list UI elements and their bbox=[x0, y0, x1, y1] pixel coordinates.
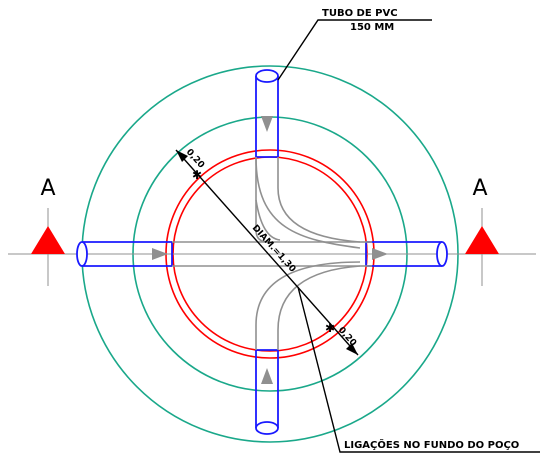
connections-label: LIGAÇÕES NO FUNDO DO POÇO bbox=[344, 438, 519, 451]
flow-arrow-right bbox=[372, 248, 388, 260]
pvc-leader bbox=[277, 19, 432, 81]
flow-channels bbox=[172, 156, 372, 350]
pipe-right bbox=[365, 241, 448, 267]
pvc-label-line1: TUBO DE PVC bbox=[322, 8, 398, 19]
diameter-star-tl: ✱ bbox=[192, 168, 202, 182]
flow-arrow-top bbox=[261, 116, 273, 132]
section-letter-right: A bbox=[472, 176, 487, 201]
pipe-left bbox=[76, 241, 173, 267]
wall-thickness-label-bottom: 0,20 bbox=[336, 325, 358, 348]
diameter-line bbox=[175, 149, 359, 356]
flow-arrow-left bbox=[152, 248, 168, 260]
connections-leader bbox=[297, 286, 540, 453]
pipe-top bbox=[255, 69, 279, 158]
diameter-star-br: ✱ bbox=[325, 321, 335, 335]
flow-arrow-bottom bbox=[261, 368, 273, 384]
pvc-label-line2: 150 MM bbox=[350, 22, 394, 33]
section-marker-right bbox=[465, 226, 499, 254]
section-marker-left bbox=[31, 226, 65, 254]
diameter-label: DIAM.=1,30 bbox=[250, 223, 298, 274]
diameter-arrow-tl bbox=[176, 150, 188, 162]
diameter-arrow-br bbox=[346, 343, 358, 355]
pipe-bottom bbox=[255, 349, 279, 435]
section-letter-left: A bbox=[40, 176, 55, 201]
